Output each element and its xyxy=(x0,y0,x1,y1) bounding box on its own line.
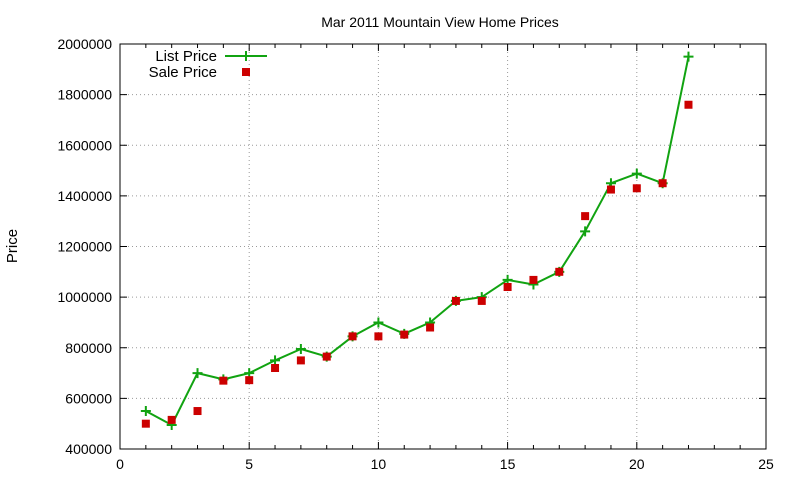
sale-price-point xyxy=(167,415,176,424)
y-tick-label: 1600000 xyxy=(57,137,112,153)
y-tick-label: 400000 xyxy=(65,441,112,457)
y-tick-label: 1400000 xyxy=(57,188,112,204)
list-price-point xyxy=(631,168,642,179)
list-price-point xyxy=(140,406,151,417)
list-price-point xyxy=(683,51,694,62)
list-price-point xyxy=(580,226,591,237)
legend-label-sale-price: Sale Price xyxy=(149,64,217,81)
series-group xyxy=(140,51,694,430)
sale-price-point xyxy=(141,419,150,428)
x-tick-label: 5 xyxy=(245,456,253,472)
sale-price-point xyxy=(555,267,564,276)
sale-price-point xyxy=(322,352,331,361)
sale-price-point xyxy=(684,100,693,109)
sale-price-point xyxy=(503,283,512,291)
sale-price-point xyxy=(451,296,460,305)
sale-price-point xyxy=(632,184,641,193)
sale-price-point xyxy=(193,407,202,416)
legend-marker-list-price xyxy=(241,51,251,61)
x-tick-label: 10 xyxy=(371,456,387,472)
y-tick-label: 1200000 xyxy=(57,239,112,255)
sale-price-point xyxy=(426,323,435,332)
list-price-point xyxy=(295,344,306,355)
y-tick-label: 800000 xyxy=(65,340,112,356)
y-tick-label: 2000000 xyxy=(57,36,112,52)
sale-price-point xyxy=(245,376,254,385)
axis-ticks xyxy=(119,43,767,450)
sale-price-point xyxy=(658,179,667,188)
y-axis-label: Price xyxy=(4,229,21,263)
legend-label-list-price: List Price xyxy=(155,48,217,65)
y-tick-label: 1800000 xyxy=(57,87,112,103)
chart-title: Mar 2011 Mountain View Home Prices xyxy=(321,14,559,30)
list-price-line xyxy=(145,56,690,426)
x-tick-label: 15 xyxy=(500,456,516,472)
tick-labels: 400000 600000 800000 1000000 1200000 1400000 1… xyxy=(57,36,774,472)
legend-marker-sale-price xyxy=(242,68,250,76)
sale-price-point xyxy=(348,332,357,341)
y-tick-label: 600000 xyxy=(65,390,112,406)
grid-lines xyxy=(120,44,766,449)
sale-price-point xyxy=(296,356,305,365)
sale-price-point xyxy=(400,330,409,339)
x-tick-label: 0 xyxy=(116,456,124,472)
x-tick-label: 20 xyxy=(629,456,645,472)
list-price-point xyxy=(192,368,203,379)
list-price-point xyxy=(270,355,281,366)
sale-price-point xyxy=(374,332,383,341)
sale-price-point xyxy=(219,376,228,385)
sale-price-point xyxy=(581,212,590,221)
x-tick-label: 25 xyxy=(758,456,774,472)
y-tick-label: 1000000 xyxy=(57,289,112,305)
sale-price-point xyxy=(606,185,615,194)
list-price-point xyxy=(373,317,384,328)
legend: List Price Sale Price xyxy=(149,48,267,81)
sale-price-point xyxy=(477,296,486,305)
sale-price-point xyxy=(271,364,280,372)
sale-price-point xyxy=(529,275,538,284)
